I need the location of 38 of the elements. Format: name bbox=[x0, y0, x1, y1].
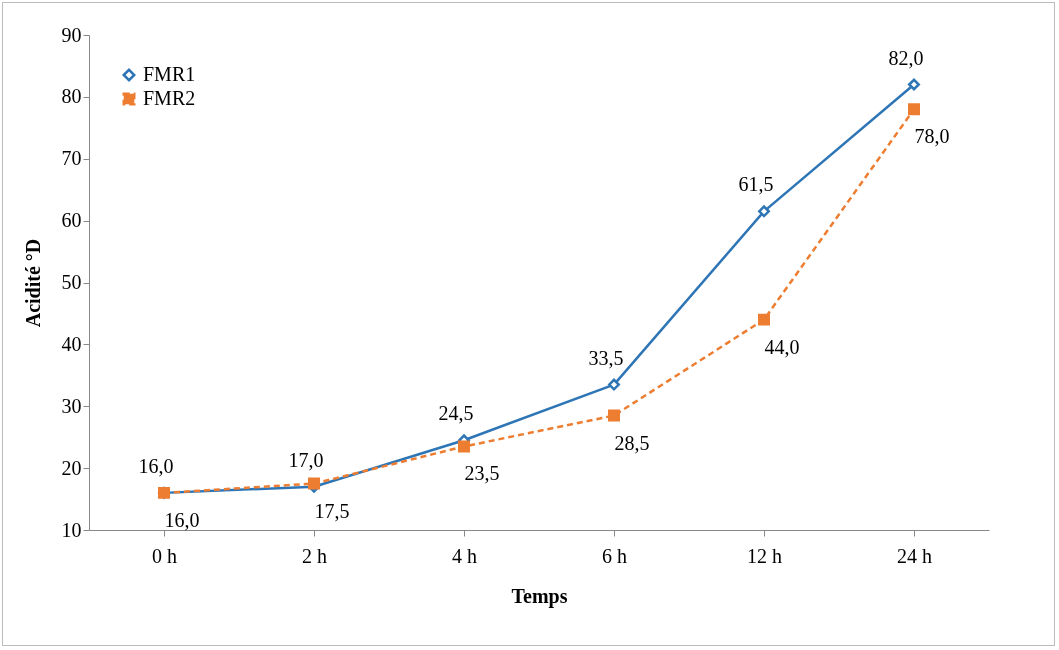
legend-label: FMR2 bbox=[143, 87, 196, 109]
y-tick-label: 70 bbox=[61, 147, 82, 170]
x-tick-label: 12 h bbox=[747, 544, 782, 567]
x-tick-label: 24 h bbox=[897, 544, 932, 567]
data-label: 17,5 bbox=[314, 499, 350, 522]
x-tick-label: 4 h bbox=[452, 544, 477, 567]
y-tick-label: 20 bbox=[61, 456, 82, 479]
y-tick-label: 60 bbox=[61, 209, 82, 232]
data-label: 44,0 bbox=[764, 335, 800, 358]
data-label: 33,5 bbox=[588, 346, 624, 369]
data-label: 16,0 bbox=[164, 508, 200, 531]
data-label: 17,0 bbox=[288, 448, 324, 471]
x-tick-label: 6 h bbox=[602, 544, 627, 567]
y-axis-title: Acidité °D bbox=[21, 238, 44, 328]
point bbox=[608, 378, 620, 391]
data-label: 82,0 bbox=[888, 46, 924, 69]
point bbox=[758, 205, 770, 218]
data-label: 61,5 bbox=[738, 173, 774, 196]
legend-label: FMR1 bbox=[143, 63, 196, 85]
data-label: 24,5 bbox=[438, 402, 474, 425]
point bbox=[458, 440, 470, 453]
y-tick-label: 40 bbox=[61, 332, 82, 355]
x-tick-label: 2 h bbox=[302, 544, 327, 567]
y-tick-label: 50 bbox=[61, 271, 82, 293]
data-label: 28,5 bbox=[614, 431, 650, 454]
point bbox=[608, 409, 620, 422]
y-tick-label: 90 bbox=[61, 23, 82, 46]
x-axis-title: Temps bbox=[511, 584, 568, 608]
point bbox=[908, 103, 920, 116]
data-label: 16,0 bbox=[138, 454, 174, 477]
y-tick-label: 80 bbox=[61, 85, 82, 108]
point bbox=[908, 78, 920, 91]
data-label: 23,5 bbox=[464, 462, 500, 485]
point bbox=[758, 313, 770, 326]
y-tick-label: 30 bbox=[61, 394, 82, 417]
y-tick-label: 10 bbox=[61, 518, 82, 541]
data-label: 78,0 bbox=[914, 125, 950, 148]
x-tick-label: 0 h bbox=[152, 544, 177, 567]
